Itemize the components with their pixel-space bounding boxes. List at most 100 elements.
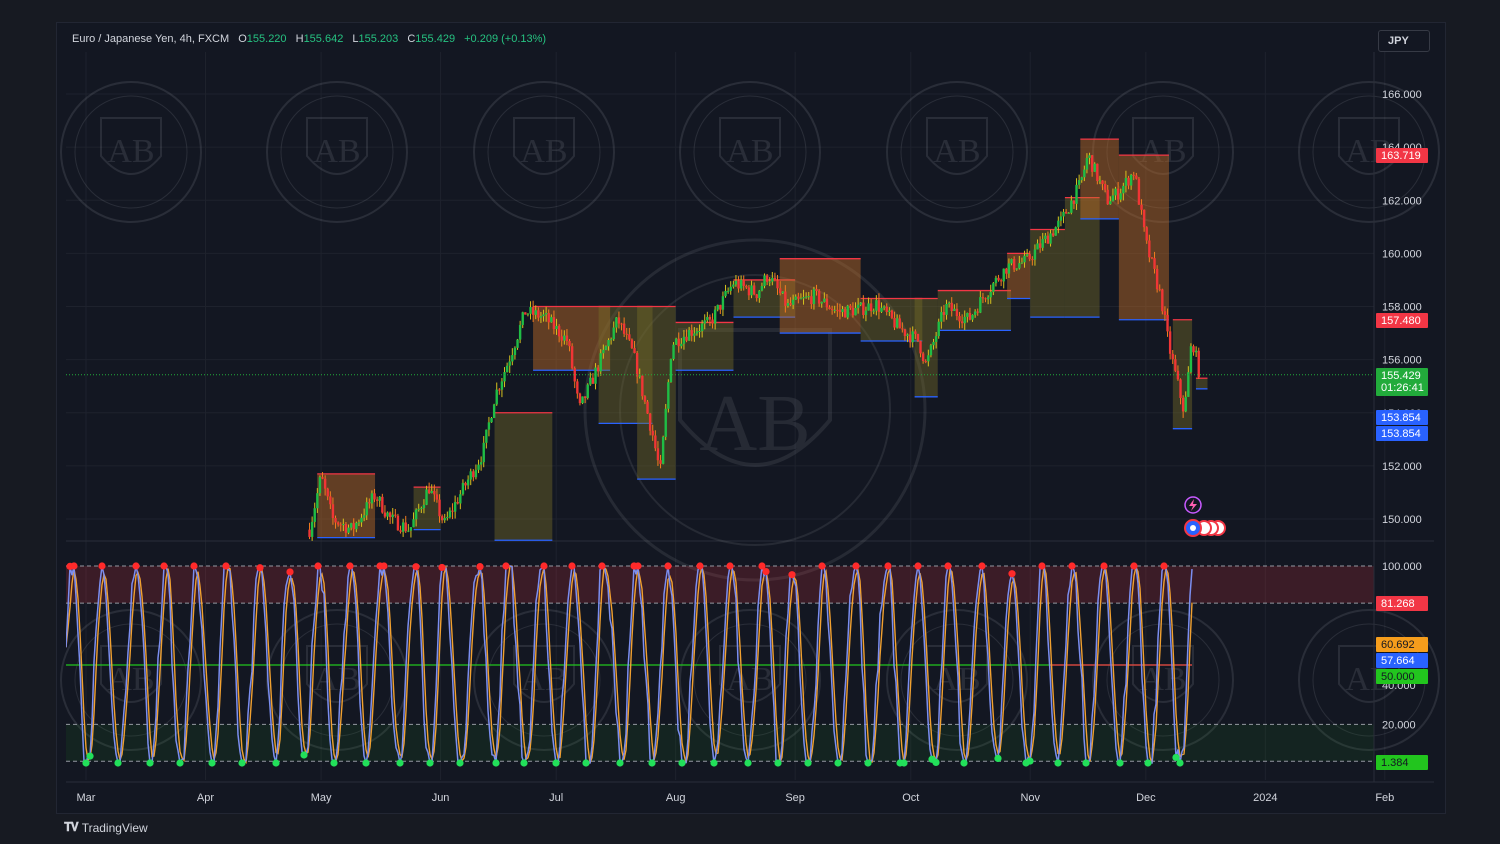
candle-body [648,413,652,431]
candle-body [1101,180,1104,184]
candle-body [552,317,556,330]
candle-body [375,499,379,501]
candle-body [747,287,751,296]
candle-body [672,344,675,360]
tradingview-logo[interactable]: 𝐓𝐕 TradingView [64,820,148,835]
candle-body [1023,255,1026,263]
candle-body [945,304,948,315]
candle-body [422,504,426,509]
candle-body [1189,346,1193,373]
osc-trough-dot [272,759,280,767]
osc-trough-dot [1082,759,1090,767]
svg-text:AB: AB [699,380,810,468]
osc-trough-dot [238,759,246,767]
candle-body [1020,262,1024,264]
last-price-badge: 155.429 01:26:41 [1376,368,1428,396]
osc-peak-dot [190,562,198,570]
candle-body [765,275,769,282]
candle-body [430,490,433,494]
candle-body [664,408,667,437]
osc-trough-dot [616,759,624,767]
candle-body [1059,216,1063,221]
osc-peak-dot [160,562,168,570]
candle-body [784,291,787,306]
candle-body [695,331,699,334]
osc-peak-dot [852,562,860,570]
osc-peak-dot [568,562,576,570]
candle-body [440,516,444,521]
candle-body [669,359,673,383]
osc-peak-dot [222,562,230,570]
range-box [1172,319,1193,429]
candle-body [531,307,535,315]
candle-body [500,381,504,390]
candle-body [394,514,397,516]
svg-text:AB: AB [107,133,154,170]
osc-trough-dot [864,759,872,767]
candle-body [1124,177,1128,186]
candle-body [789,303,792,305]
currency-selector[interactable]: JPY [1378,30,1430,52]
candle-body [1096,163,1099,182]
candle-body [856,304,860,308]
candle-body [685,336,688,341]
candle-body [898,318,901,329]
candle-body [503,372,506,382]
candle-body [721,296,725,310]
candle-body [310,521,314,537]
candle-body [841,309,844,313]
candle-body [628,334,631,340]
svg-text:AB: AB [726,133,773,170]
candle-body [386,512,389,517]
candle-body [846,305,849,318]
candle-body [620,323,623,325]
candle-body [1119,193,1122,200]
candle-body [1158,289,1161,291]
time-tick-label: Aug [666,792,686,804]
candle-body [586,384,589,398]
osc-trough-dot [552,759,560,767]
candle-body [461,482,465,495]
candle-body [950,302,953,311]
time-tick-label: 2024 [1253,792,1277,804]
chart-alert-icons[interactable] [1180,494,1230,538]
candle-body [399,530,402,532]
osc-peak-dot [1008,570,1016,578]
candle-body [973,311,977,315]
candle-body [882,306,886,308]
candle-body [947,302,951,305]
osc-peak-dot [762,567,770,576]
range-box [1195,378,1208,389]
candle-body [368,502,371,504]
candle-body [802,297,805,299]
osc-peak-dot [502,562,510,570]
candle-body [1093,163,1096,172]
candle-body [381,496,384,513]
candle-body [1025,254,1029,256]
event-markers-icon[interactable] [1184,519,1226,537]
candle-body [323,478,327,489]
candle-body [555,325,558,330]
osc-peak-dot [788,571,796,579]
price-badge-lower-red: 157.480 [1376,313,1428,328]
lightning-icon[interactable] [1184,496,1202,514]
candle-body [934,336,938,342]
osc-peak-dot [314,562,322,570]
osc-trough-dot [834,759,842,767]
time-tick-label: May [311,792,332,804]
time-tick-label: Oct [902,792,919,804]
osc-signal-line [66,564,1193,765]
osc-trough-dot [710,759,718,767]
candle-body [643,396,647,402]
candle-body [830,308,834,310]
candle-body [820,301,823,304]
candle-body [513,347,517,356]
osc-peak-dot [1160,562,1168,570]
candle-body [690,330,693,336]
candle-body [347,527,350,533]
candle-body [604,346,608,350]
candle-body [979,297,982,313]
candle-body [1184,396,1187,412]
watermark-logo-large: AB [583,238,927,582]
